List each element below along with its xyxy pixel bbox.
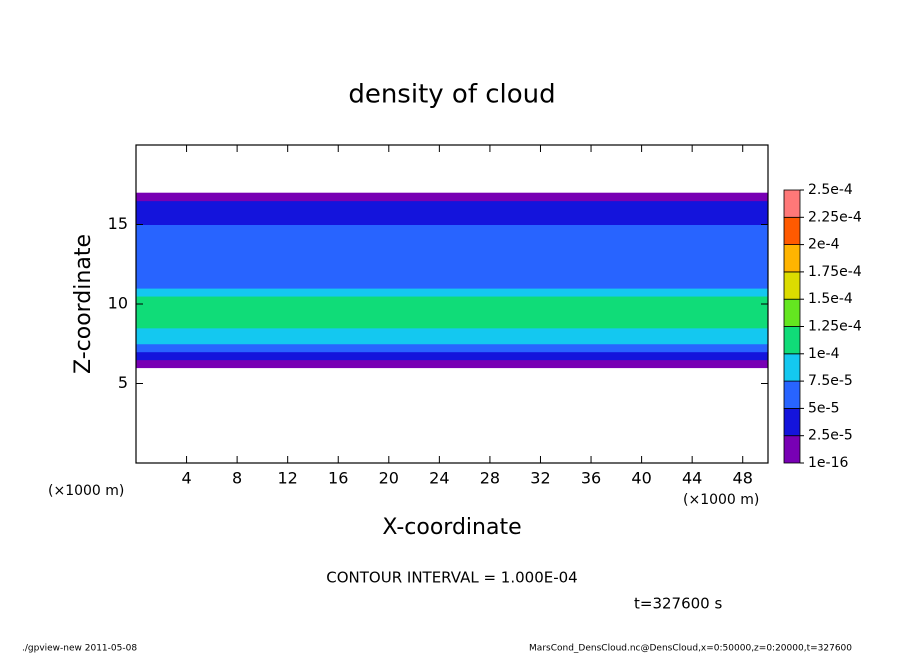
colorbar-label: 2e-4 [808,237,840,253]
x-tick-label: 32 [530,469,550,488]
field-band [136,296,768,305]
field-band [136,280,768,289]
field-band [136,319,768,329]
y-axis-label: Z-coordinate [71,234,96,374]
field-band [136,311,768,321]
y-tick-label: 10 [108,294,128,313]
x-tick-label: 16 [328,469,348,488]
field-band [136,224,768,233]
colorbar-label: 1.25e-4 [808,319,862,335]
field-band [136,264,768,273]
x-tick-label: 24 [429,469,449,488]
x-units-right: (×1000 m) [683,492,759,508]
x-tick-label: 8 [232,469,242,488]
y-tick-label: 15 [108,214,128,233]
colorbar-bin [783,407,801,437]
x-tick-label: 28 [480,469,500,488]
field-band [136,256,768,265]
x-units-left: (×1000 m) [48,483,124,499]
footer-left: ./gpview-new 2011-05-08 [22,644,137,654]
colorbar-label: 1e-16 [808,455,848,471]
x-axis-label: X-coordinate [382,515,521,540]
field-band [136,232,768,241]
x-tick-label: 44 [682,469,702,488]
field-band [136,327,768,337]
x-tick-label: 12 [278,469,298,488]
field-band [136,248,768,257]
field-band [136,304,768,313]
footer-right: MarsCond_DensCloud.nc@DensCloud,x=0:5000… [529,644,852,654]
colorbar-label: 1.75e-4 [808,264,862,280]
colorbar-label: 7.5e-5 [808,373,853,389]
chart-title: density of cloud [348,80,555,110]
contour-interval: CONTOUR INTERVAL = 1.000E-04 [326,569,577,587]
field-band [136,351,768,361]
colorbar-label: 2.25e-4 [808,209,862,225]
field-band [136,288,768,297]
x-tick-label: 48 [733,469,753,488]
colorbar-label: 1e-4 [808,346,840,362]
colorbar-bin [783,298,801,327]
x-tick-label: 36 [581,469,601,488]
colorbar-bin [783,435,801,464]
colorbar-label: 5e-5 [808,400,839,416]
colorbar-bin [783,353,801,382]
field-band [136,192,768,202]
colorbar-bin [783,189,801,218]
field-band [136,343,768,353]
x-tick-label: 40 [631,469,651,488]
x-tick-label: 20 [379,469,399,488]
field-band [136,200,768,210]
colorbar-label: 2.5e-5 [808,428,853,444]
time-label: t=327600 s [634,595,722,613]
field-band [136,359,768,369]
field [136,192,768,369]
colorbar-bin [783,244,801,273]
colorbar-label: 1.5e-4 [808,291,853,307]
colorbar-label: 2.5e-4 [808,182,853,198]
x-tick-label: 4 [181,469,191,488]
colorbar-bin [783,326,801,355]
y-tick-label: 5 [118,373,128,392]
colorbar-bin [783,380,801,409]
field-band [136,240,768,249]
colorbar-bin [783,216,801,246]
colorbar-bin [783,271,801,300]
field-band [136,272,768,281]
field-band [136,216,768,225]
field-band [136,208,768,218]
field-band [136,335,768,345]
